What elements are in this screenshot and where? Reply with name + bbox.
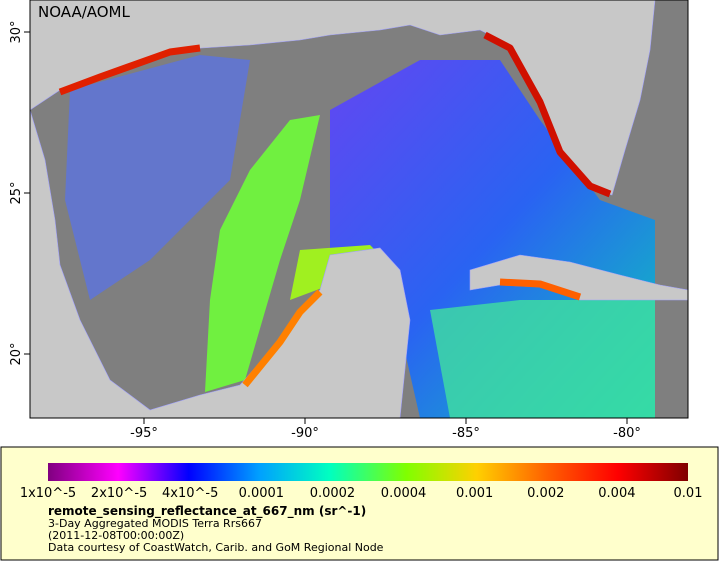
lat-tick-label: 25°	[9, 181, 24, 204]
coastal-high	[58, 31, 612, 388]
lon-tick-label: -95°	[130, 426, 158, 441]
lon-tick-label: -80°	[613, 426, 641, 441]
colorbar-tick-label: 0.01	[674, 486, 703, 501]
variable-name: remote_sensing_reflectance_at_667_nm (sr…	[48, 504, 366, 519]
map-area: NOAA/AOML	[29, 0, 689, 419]
lat-tick-label: 20°	[9, 342, 24, 365]
axis-ticks: -95° -90° -85° -80° 30° 25° 20°	[9, 20, 641, 441]
colorbar-tick-label: 0.001	[456, 486, 493, 501]
colorbar-tick-label: 0.002	[527, 486, 564, 501]
legend-line: Data courtesy of CoastWatch, Carib. and …	[48, 541, 384, 554]
green-band	[205, 115, 320, 392]
west-data	[65, 55, 250, 300]
legend-line: 3-Day Aggregated MODIS Terra Rrs667	[48, 517, 262, 530]
colorbar-ticks: 1x10^-5 2x10^-5 4x10^-5 0.0001 0.0002 0.0004 0…	[20, 486, 703, 501]
colorbar	[48, 463, 688, 481]
colorbar-tick-label: 0.0001	[239, 486, 285, 501]
watermark: NOAA/AOML	[38, 3, 131, 21]
colorbar-tick-label: 0.004	[598, 486, 635, 501]
legend-line: (2011-12-08T00:00:00Z)	[48, 529, 184, 542]
lon-tick-label: -90°	[291, 426, 319, 441]
lon-tick-label: -85°	[452, 426, 480, 441]
lat-tick-label: 30°	[9, 20, 24, 43]
map-frame	[29, 0, 689, 419]
colorbar-tick-label: 0.0002	[310, 486, 356, 501]
colorbar-tick-label: 1x10^-5	[20, 486, 76, 501]
colorbar-tick-label: 0.0004	[381, 486, 427, 501]
southeast-data	[430, 300, 655, 418]
colorbar-tick-label: 2x10^-5	[91, 486, 147, 501]
colorbar-tick-label: 4x10^-5	[162, 486, 218, 501]
